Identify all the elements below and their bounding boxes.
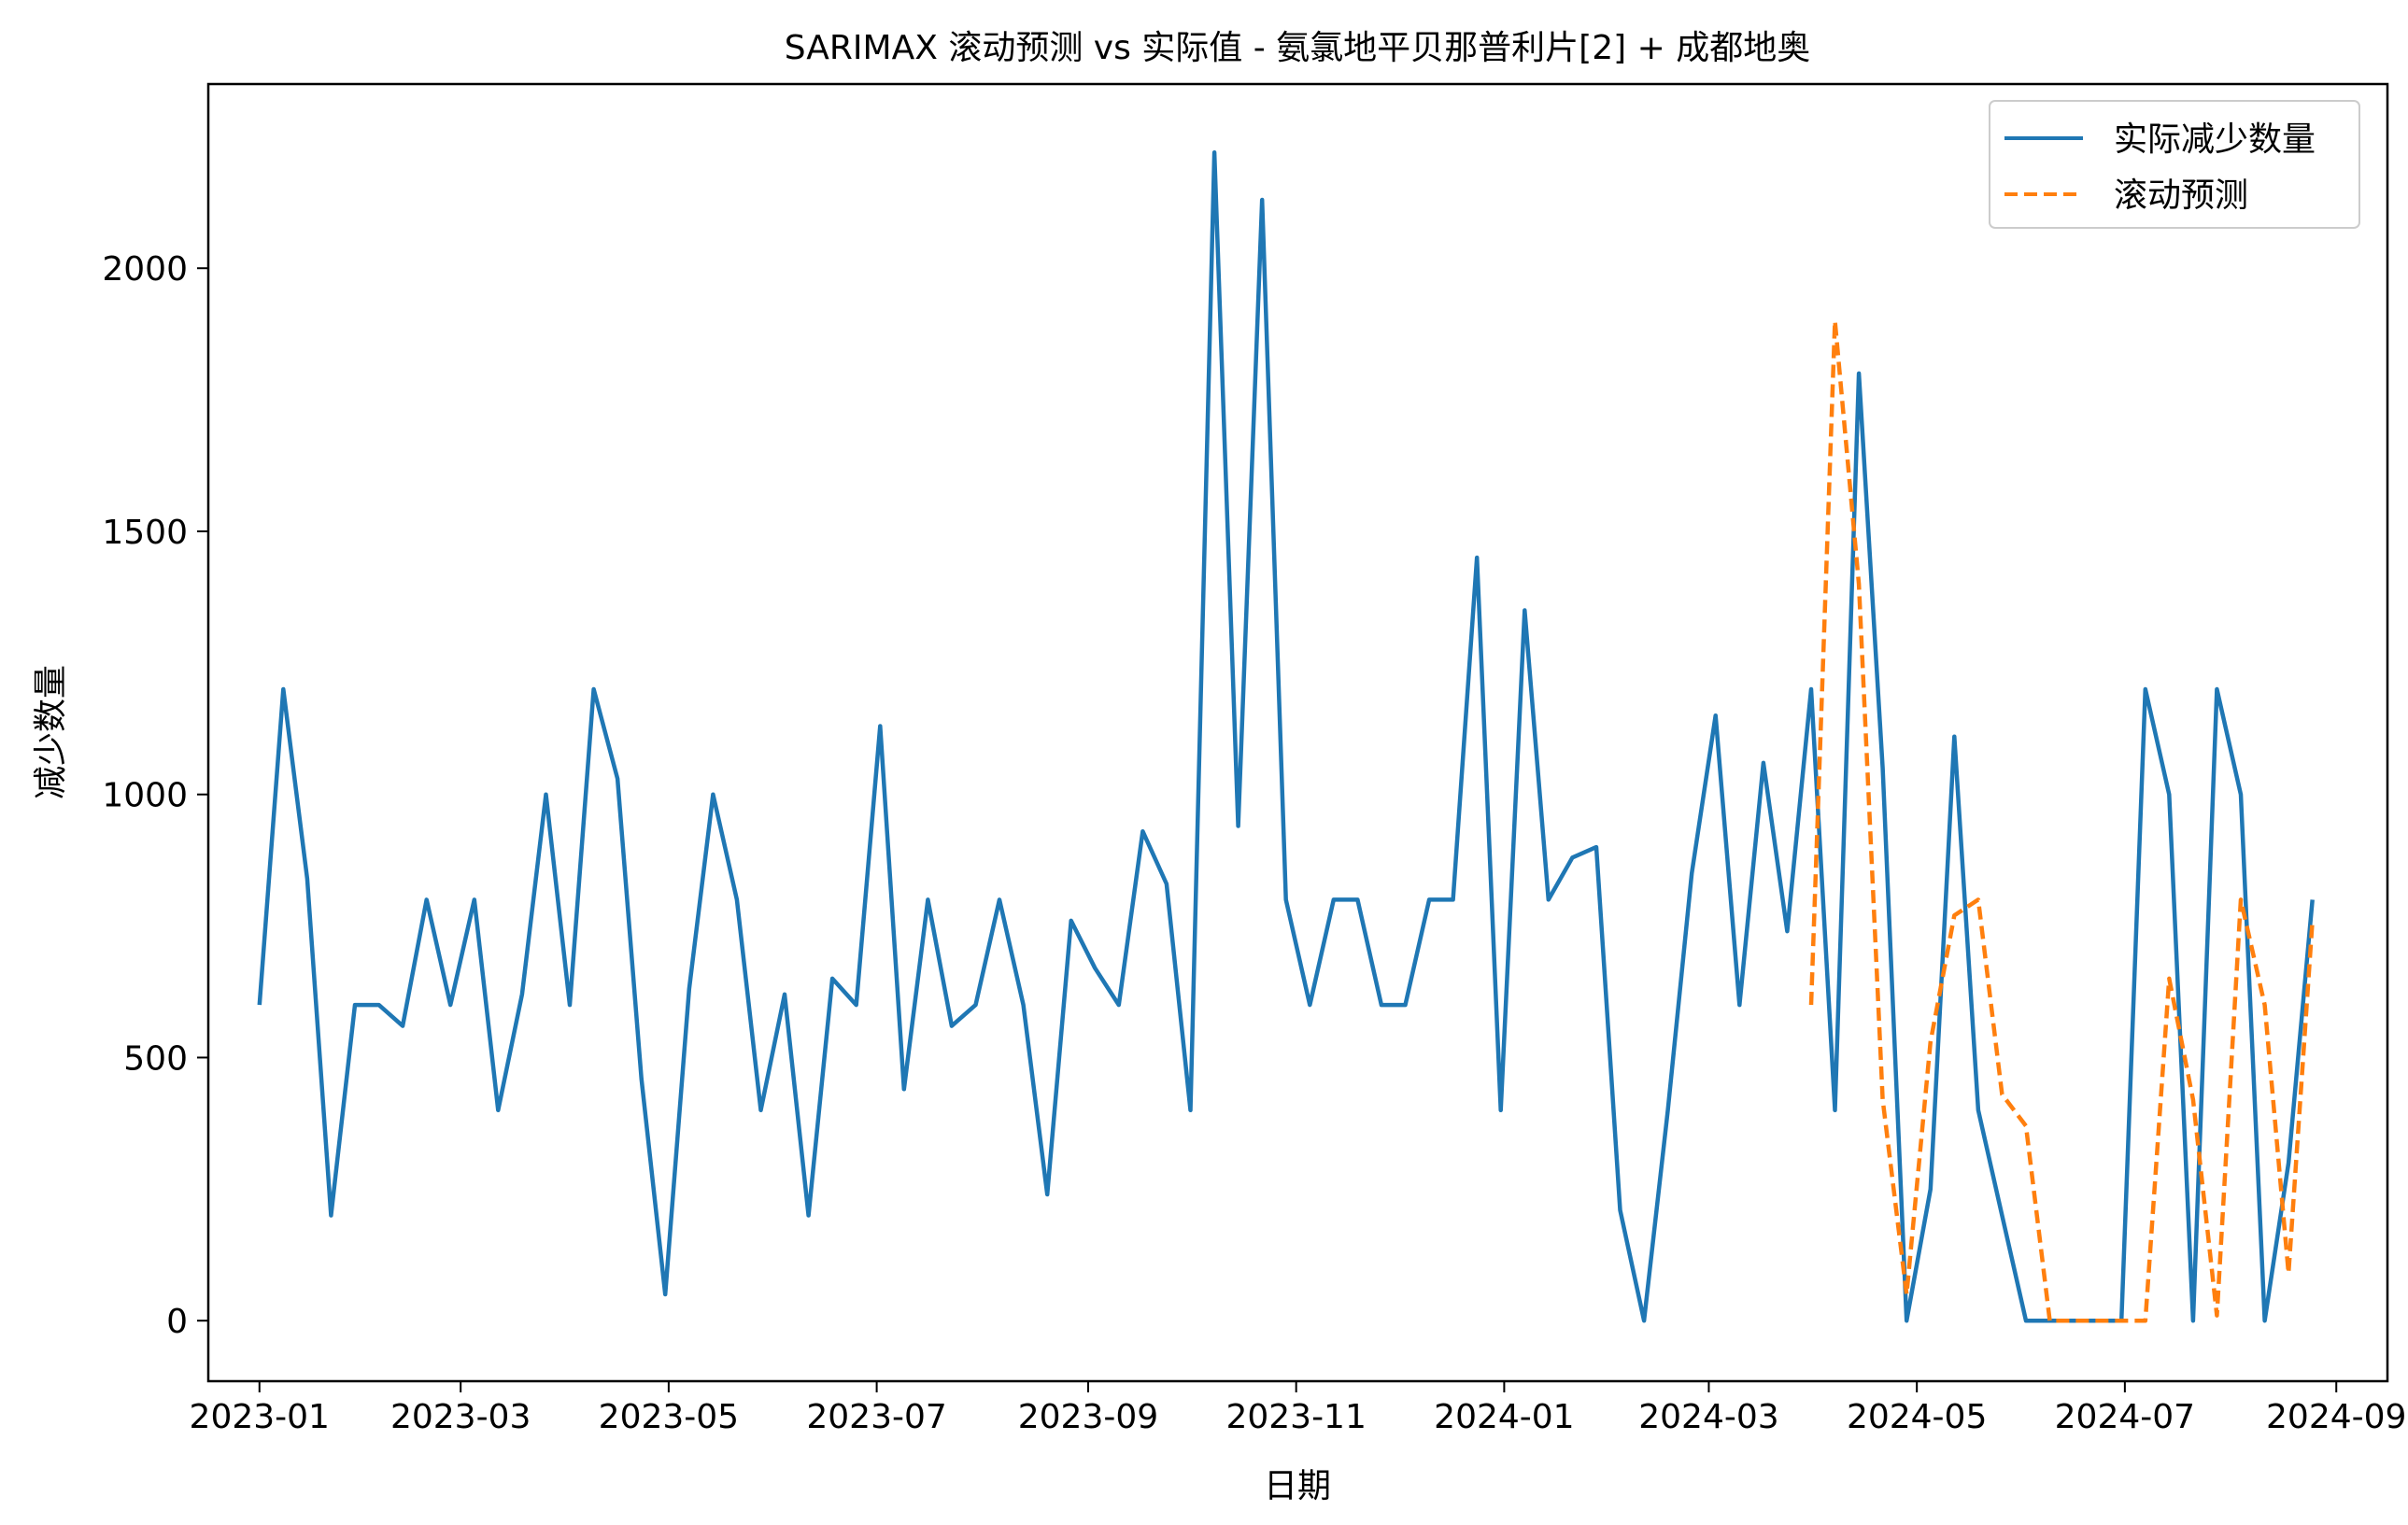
y-axis-label: 减少数量 (32, 665, 70, 799)
legend-box (1989, 100, 2360, 229)
y-ticks: 0 500 1000 1500 2000 (102, 250, 208, 1341)
series-line-actual (257, 150, 2315, 1323)
x-tick-label: 2023-01 (190, 1398, 330, 1436)
legend-label-actual: 实际减少数量 (2114, 120, 2316, 159)
x-ticks: 2023-01 2023-03 2023-05 2023-07 2023-09 2023-… (190, 1381, 2406, 1436)
y-tick-label: 500 (123, 1039, 188, 1078)
x-tick-label: 2024-09 (2266, 1398, 2406, 1436)
x-tick-label: 2024-03 (1638, 1398, 1778, 1436)
x-tick-label: 2024-01 (1434, 1398, 1574, 1436)
legend: 实际减少数量 滚动预测 (1989, 100, 2360, 229)
y-tick-label: 0 (166, 1303, 188, 1341)
legend-label-forecast: 滚动预测 (2114, 177, 2248, 215)
chart-title: SARIMAX 滚动预测 vs 实际值 - 氨氯地平贝那普利片[2] + 成都地… (785, 29, 1810, 67)
x-tick-label: 2023-05 (599, 1398, 739, 1436)
series-layer (257, 150, 2315, 1323)
x-tick-label: 2024-07 (2055, 1398, 2195, 1436)
x-tick-label: 2024-05 (1847, 1398, 1987, 1436)
plot-area (208, 84, 2387, 1381)
x-tick-label: 2023-07 (806, 1398, 946, 1436)
plot-frame (206, 82, 2389, 1383)
x-tick-label: 2023-11 (1225, 1398, 1366, 1436)
y-tick-label: 1500 (102, 514, 188, 552)
x-tick-label: 2023-03 (390, 1398, 531, 1436)
y-tick-label: 1000 (102, 777, 188, 815)
y-tick-label: 2000 (102, 250, 188, 289)
x-tick-label: 2023-09 (1018, 1398, 1158, 1436)
x-axis-label: 日期 (1264, 1467, 1331, 1505)
series-line-forecast (1808, 318, 2315, 1323)
